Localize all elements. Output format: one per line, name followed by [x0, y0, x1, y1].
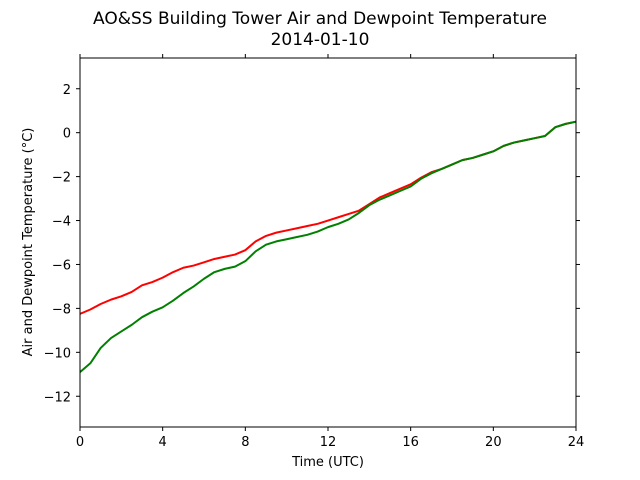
x-tick-label: 0 — [76, 435, 84, 450]
y-tick-label: −6 — [52, 258, 71, 273]
series-layer — [79, 120, 577, 373]
x-tick-label: 20 — [485, 435, 502, 450]
chart-title: AO&SS Building Tower Air and Dewpoint Te… — [93, 9, 547, 29]
x-tick-label: 4 — [159, 435, 167, 450]
x-tick-label: 24 — [568, 435, 585, 450]
y-tick-label: −2 — [52, 171, 71, 186]
x-tick-label: 8 — [241, 435, 249, 450]
y-tick-label: −10 — [44, 346, 71, 361]
y-tick-label: 0 — [63, 127, 71, 142]
x-tick-label: 16 — [402, 435, 419, 450]
y-tick-label: −4 — [52, 215, 71, 230]
x-tick-label: 12 — [320, 435, 337, 450]
plot-frame — [79, 57, 577, 428]
y-tick-label: −12 — [44, 390, 71, 405]
series-line-1 — [79, 120, 577, 315]
y-axis-label: Air and Dewpoint Temperature (°C) — [21, 128, 36, 357]
series-line-2 — [79, 120, 577, 373]
ticks-layer: 0 4 8 12 16 20 24 −12 −10 −8 −6 −4 −2 0 2 — [44, 54, 585, 450]
y-tick-label: −8 — [52, 302, 71, 317]
chart-subtitle: 2014-01-10 — [271, 30, 370, 50]
x-axis-label: Time (UTC) — [291, 455, 364, 470]
y-tick-label: 2 — [63, 83, 71, 98]
